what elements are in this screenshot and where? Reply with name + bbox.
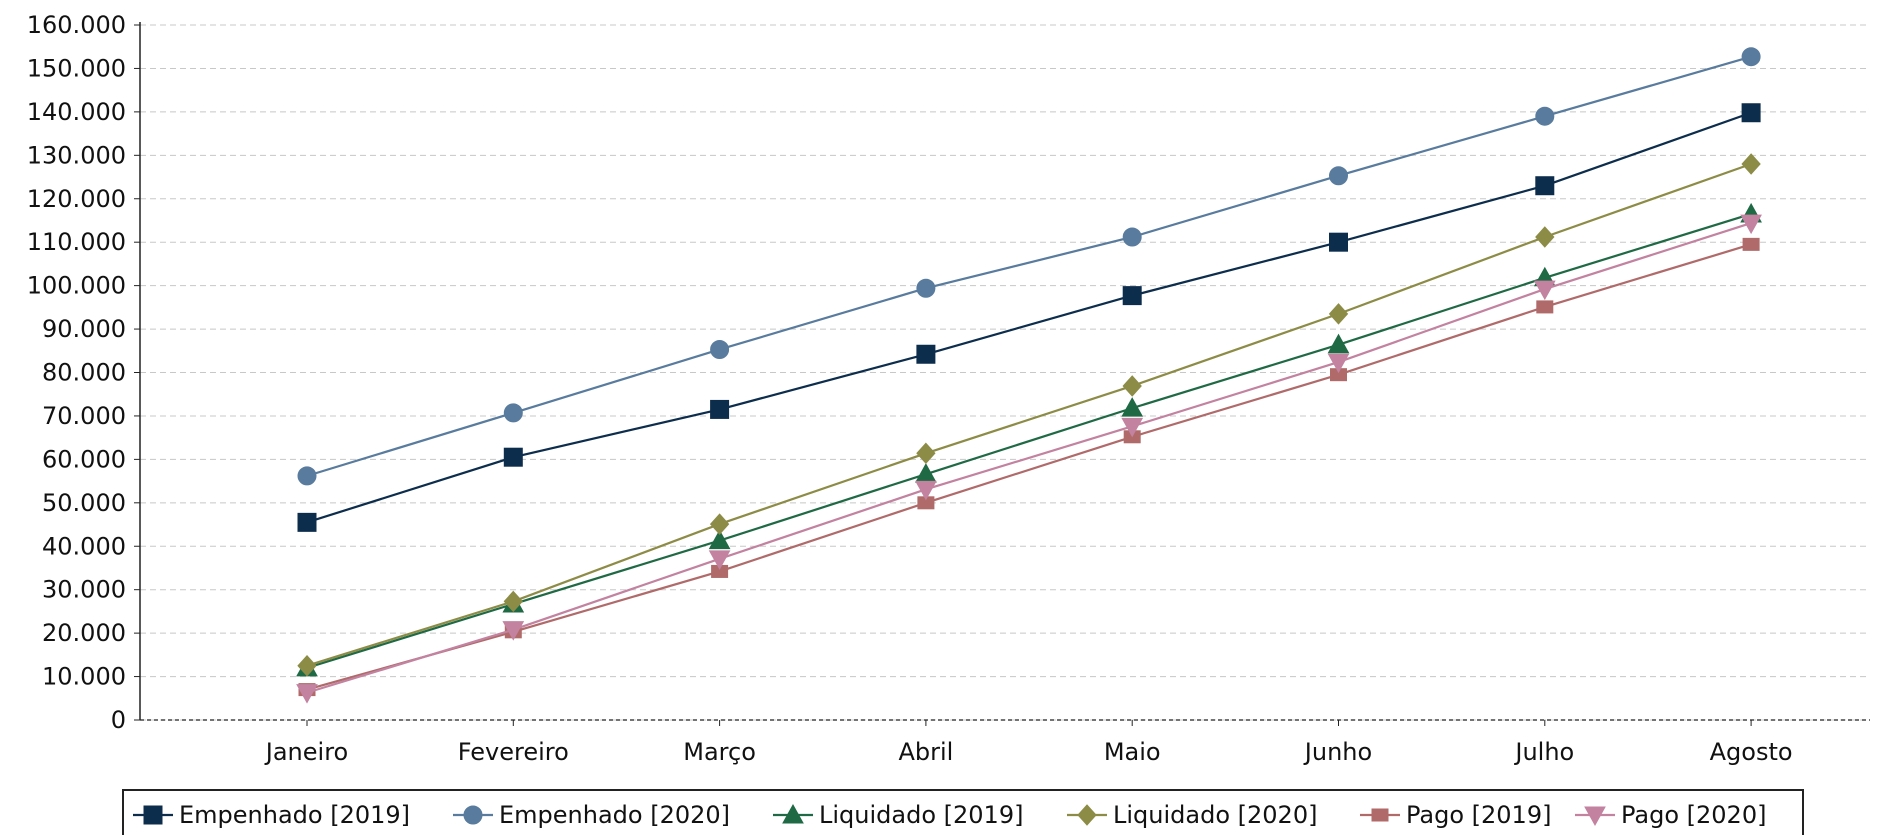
y-tick-label: 160.000 <box>27 11 126 39</box>
y-tick-label: 110.000 <box>27 228 126 256</box>
y-tick-label: 0 <box>111 706 126 734</box>
data-point <box>1535 106 1555 126</box>
data-point <box>297 654 317 677</box>
legend-item: Liquidado [2020] <box>1067 801 1317 829</box>
data-point <box>503 590 523 613</box>
legend-box <box>122 789 1804 839</box>
legend-marker <box>1371 808 1389 822</box>
x-tick-label: Junho <box>1303 738 1372 766</box>
series-line <box>306 111 1752 524</box>
data-point <box>503 403 523 423</box>
legend-item: Pago [2020] <box>1575 801 1766 829</box>
legend-label: Liquidado [2019] <box>819 801 1023 829</box>
data-point <box>708 529 731 550</box>
y-tick-label: 40.000 <box>42 532 126 560</box>
series-layer <box>296 47 1762 704</box>
y-tick-label: 50.000 <box>42 489 126 517</box>
legend-marker <box>1077 804 1097 826</box>
legend-marker <box>782 803 804 824</box>
data-point <box>1122 286 1142 306</box>
y-tick-label: 120.000 <box>27 185 126 213</box>
x-tick-label: Agosto <box>1710 738 1793 766</box>
data-point <box>1121 397 1144 417</box>
data-point <box>916 442 936 465</box>
y-tick-label: 90.000 <box>42 315 126 343</box>
data-point <box>710 399 730 419</box>
x-tick-label: Março <box>683 738 756 766</box>
series-2 <box>297 47 1761 486</box>
data-point <box>710 339 730 359</box>
data-point <box>297 512 317 532</box>
data-point <box>915 480 937 501</box>
data-point <box>1327 353 1350 374</box>
data-point <box>915 463 937 483</box>
data-point <box>709 513 730 535</box>
data-point <box>1536 300 1554 314</box>
data-point <box>503 447 523 467</box>
y-tick-label: 60.000 <box>42 445 126 473</box>
legend-marker <box>463 805 483 825</box>
axis-layer: 0 10.000 20.000 30.000 40.000 50.000 60.000 70.… <box>27 11 1870 766</box>
x-tick-label: Janeiro <box>264 738 348 766</box>
series-line <box>306 222 1752 694</box>
y-tick-label: 10.000 <box>42 663 126 691</box>
x-tick-label: Julho <box>1513 738 1574 766</box>
data-point <box>297 466 317 486</box>
data-point <box>1740 214 1762 235</box>
y-tick-label: 20.000 <box>42 619 126 647</box>
legend-item: Empenhado [2020] <box>453 801 730 829</box>
data-point <box>1329 232 1348 252</box>
series-1 <box>297 103 1761 532</box>
legend: Empenhado [2019] Empenhado [2020] Liquidad… <box>122 789 1804 839</box>
legend-label: Empenhado [2019] <box>179 801 410 829</box>
data-point <box>1121 417 1144 438</box>
data-point <box>916 278 936 298</box>
x-tick-label: Abril <box>898 738 953 766</box>
data-point <box>1329 166 1348 186</box>
data-point <box>1122 227 1142 247</box>
legend-marker <box>1584 806 1606 827</box>
y-tick-label: 80.000 <box>42 359 126 387</box>
data-point <box>296 684 318 704</box>
data-point <box>1741 103 1761 123</box>
series-4 <box>297 153 1761 677</box>
x-tick-label: Fevereiro <box>458 738 569 766</box>
y-tick-label: 100.000 <box>27 272 126 300</box>
legend-label: Empenhado [2020] <box>499 801 730 829</box>
series-line <box>306 55 1752 477</box>
legend-label: Pago [2019] <box>1406 801 1551 829</box>
y-tick-label: 70.000 <box>42 402 126 430</box>
y-tick-label: 30.000 <box>42 576 126 604</box>
legend-label: Liquidado [2020] <box>1113 801 1317 829</box>
legend-item: Empenhado [2019] <box>133 801 410 829</box>
series-line <box>306 162 1752 667</box>
series-line <box>306 212 1752 669</box>
data-point <box>708 550 731 570</box>
data-point <box>1535 176 1555 196</box>
data-point <box>1741 153 1761 175</box>
data-point <box>1741 47 1761 67</box>
series-line <box>306 243 1752 691</box>
y-tick-label: 130.000 <box>27 141 126 169</box>
data-point <box>1327 333 1350 354</box>
grid-layer <box>140 24 1870 721</box>
legend-label: Pago [2020] <box>1621 801 1766 829</box>
x-tick-label: Maio <box>1104 738 1161 766</box>
data-point <box>1122 375 1142 397</box>
y-tick-label: 140.000 <box>27 98 126 126</box>
data-point <box>502 621 525 641</box>
data-point <box>1533 280 1556 301</box>
data-point <box>1535 226 1555 248</box>
data-point <box>1328 303 1349 325</box>
legend-item: Liquidado [2019] <box>773 801 1023 829</box>
series-6 <box>296 214 1762 704</box>
legend-item: Pago [2019] <box>1360 801 1551 829</box>
y-tick-label: 150.000 <box>27 54 126 82</box>
data-point <box>1742 237 1760 251</box>
data-point <box>916 344 936 364</box>
legend-marker <box>143 805 163 825</box>
